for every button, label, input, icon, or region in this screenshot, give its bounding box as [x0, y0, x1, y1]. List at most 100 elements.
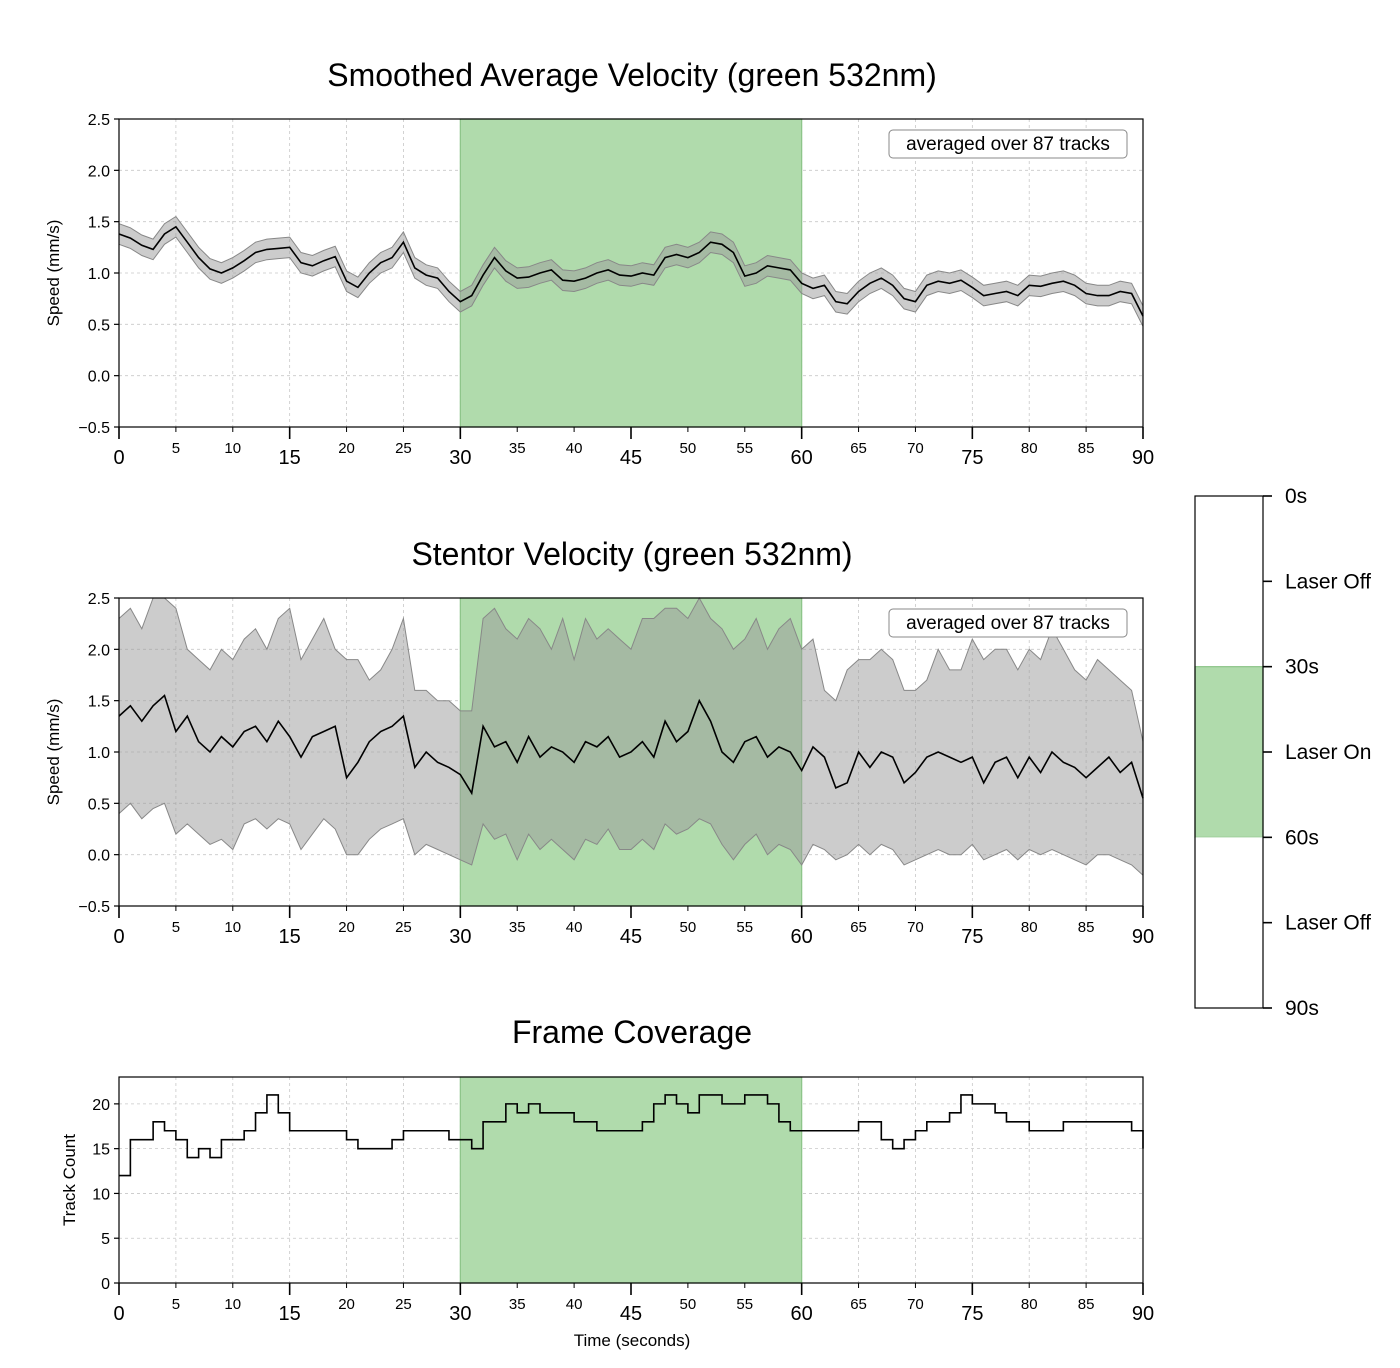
x-major-tick-label: 45: [620, 926, 642, 948]
x-minor-tick-label: 20: [338, 919, 355, 936]
y-tick-label: 1.5: [88, 215, 110, 232]
panel-3-x-ticks: 0 15 30 45 60 75 90 5 10 20 25 35 40 50 55 65 70 80 85: [113, 1283, 1154, 1325]
x-minor-tick-label: 40: [566, 440, 583, 457]
x-major-tick-label: 90: [1132, 447, 1154, 469]
y-tick-label: 2.0: [88, 163, 110, 180]
x-minor-tick-label: 80: [1021, 1296, 1038, 1313]
y-tick-label: 0.0: [88, 848, 110, 865]
x-major-tick-label: 30: [449, 926, 471, 948]
panel-3-series-line: [119, 1094, 1144, 1177]
panel-2-annotation-box: [888, 608, 1128, 638]
y-tick-label: 15: [92, 1142, 110, 1159]
x-minor-tick-label: 20: [338, 1296, 355, 1313]
x-minor-tick-label: 25: [395, 919, 412, 936]
y-tick-label: 10: [92, 1186, 110, 1203]
x-major-tick-label: 75: [961, 926, 983, 948]
x-minor-tick-label: 35: [509, 440, 526, 457]
x-major-tick-label: 0: [113, 926, 124, 948]
x-minor-tick-label: 35: [509, 919, 526, 936]
x-minor-tick-label: 25: [395, 1296, 412, 1313]
y-tick-label: 0: [101, 1276, 110, 1293]
colorbar-tick-label: Laser On: [1285, 741, 1371, 764]
x-minor-tick-label: 25: [395, 440, 412, 457]
x-major-tick-label: 60: [791, 926, 813, 948]
x-major-tick-label: 45: [620, 1303, 642, 1325]
x-minor-tick-label: 80: [1021, 440, 1038, 457]
x-minor-tick-label: 50: [680, 919, 697, 936]
colorbar-segment: [1194, 666, 1264, 838]
x-major-tick-label: 30: [449, 1303, 471, 1325]
y-tick-label: 0.5: [88, 317, 110, 334]
x-minor-tick-label: 85: [1078, 1296, 1095, 1313]
y-tick-label: 1.5: [88, 694, 110, 711]
panel-1-annotation: averaged over 87 tracks: [888, 129, 1128, 159]
y-tick-label: −0.5: [78, 420, 110, 437]
x-major-tick-label: 45: [620, 447, 642, 469]
panel-2-annotation: averaged over 87 tracks: [888, 608, 1128, 638]
x-major-tick-label: 0: [113, 447, 124, 469]
x-minor-tick-label: 85: [1078, 919, 1095, 936]
panel-1-annotation-text: averaged over 87 tracks: [906, 134, 1110, 155]
x-major-tick-label: 15: [279, 926, 301, 948]
colorbar-tick-label: 30s: [1285, 656, 1319, 679]
x-minor-tick-label: 85: [1078, 440, 1095, 457]
colorbar-tick-label: Laser Off: [1285, 912, 1371, 935]
x-minor-tick-label: 5: [172, 919, 180, 936]
x-minor-tick-label: 50: [680, 440, 697, 457]
y-tick-label: 1.0: [88, 266, 110, 283]
panel-1-series-line: [118, 225, 1144, 317]
panel-3-title: Frame Coverage: [512, 1014, 752, 1050]
colorbar-tick-label: Laser Off: [1285, 570, 1371, 593]
x-minor-tick-label: 70: [907, 440, 924, 457]
x-minor-tick-label: 70: [907, 1296, 924, 1313]
y-tick-label: 2.5: [88, 591, 110, 608]
x-minor-tick-label: 10: [224, 1296, 241, 1313]
x-minor-tick-label: 65: [850, 1296, 867, 1313]
y-tick-label: 5: [101, 1231, 110, 1248]
x-minor-tick-label: 65: [850, 919, 867, 936]
colorbar-segment: [1195, 496, 1263, 667]
laser-colorbar: 0s Laser Off 30s Laser On 60s Laser Off 90s: [1194, 485, 1371, 1020]
x-minor-tick-label: 65: [850, 440, 867, 457]
colorbar-tick-label: 90s: [1285, 997, 1319, 1020]
x-minor-tick-label: 80: [1021, 919, 1038, 936]
panel-2-x-ticks: 0 15 30 45 60 75 90 5 10 20 25 35 40 50 55 65 70 80 85: [113, 906, 1154, 948]
x-minor-tick-label: 55: [736, 919, 753, 936]
panel-1-ylabel: Speed (mm/s): [44, 220, 63, 327]
x-minor-tick-label: 50: [680, 1296, 697, 1313]
panel-2-ylabel: Speed (mm/s): [44, 699, 63, 806]
x-major-tick-label: 15: [279, 447, 301, 469]
panel-1-y-ticks: −0.5 0.0 0.5 1.0 1.5 2.0 2.5: [78, 112, 119, 437]
x-major-tick-label: 60: [791, 447, 813, 469]
x-minor-tick-label: 55: [736, 1296, 753, 1313]
y-tick-label: 0.0: [88, 369, 110, 386]
y-tick-label: 2.5: [88, 112, 110, 129]
x-major-tick-label: 15: [279, 1303, 301, 1325]
x-minor-tick-label: 35: [509, 1296, 526, 1313]
panel-3-y-ticks: 0 5 10 15 20: [92, 1097, 119, 1293]
x-minor-tick-label: 5: [172, 1296, 180, 1313]
x-major-tick-label: 90: [1132, 1303, 1154, 1325]
panel-1-title: Smoothed Average Velocity (green 532nm): [327, 57, 937, 93]
panel-smoothed-velocity: Smoothed Average Velocity (green 532nm) …: [44, 57, 1154, 469]
y-tick-label: 1.0: [88, 745, 110, 762]
panel-2-annotation-text: averaged over 87 tracks: [906, 613, 1110, 634]
panel-frame-coverage: Frame Coverage 0 5 10 15 20 0 15 30 45 60 75 90 5 10…: [60, 1014, 1154, 1350]
y-tick-label: 20: [92, 1097, 110, 1114]
x-major-tick-label: 0: [113, 1303, 124, 1325]
colorbar-tick-label: 0s: [1285, 485, 1307, 508]
x-minor-tick-label: 10: [224, 440, 241, 457]
x-minor-tick-label: 10: [224, 919, 241, 936]
panel-3-ylabel: Track Count: [60, 1134, 79, 1226]
y-tick-label: −0.5: [78, 899, 110, 916]
y-tick-label: 0.5: [88, 796, 110, 813]
x-major-tick-label: 30: [449, 447, 471, 469]
colorbar-tick-label: 60s: [1285, 826, 1319, 849]
panel-1-annotation-box: [888, 129, 1128, 159]
panel-3-xlabel: Time (seconds): [574, 1331, 691, 1350]
x-major-tick-label: 75: [961, 447, 983, 469]
x-major-tick-label: 60: [791, 1303, 813, 1325]
x-minor-tick-label: 5: [172, 440, 180, 457]
y-tick-label: 2.0: [88, 642, 110, 659]
